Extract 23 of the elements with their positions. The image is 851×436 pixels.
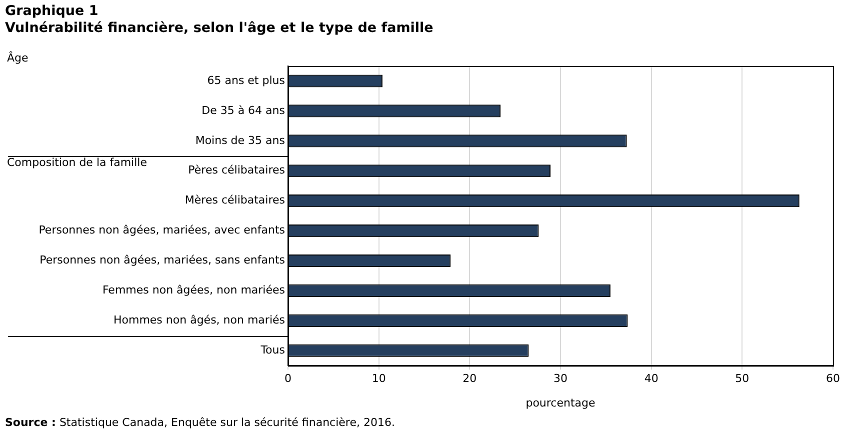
y-tick-label: De 35 à 64 ans <box>202 104 286 117</box>
x-tick-label: 40 <box>644 372 658 386</box>
x-axis-title: pourcentage <box>526 396 596 410</box>
y-tick-label: Pères célibataires <box>188 164 286 177</box>
x-tick-label: 0 <box>284 372 292 386</box>
text: Composition de la famille <box>7 156 148 170</box>
source-note: Source : Statistique Canada, Enquête sur la sécurité financière, 2016. <box>5 416 395 429</box>
x-tick-label: 20 <box>462 372 477 386</box>
y-tick-label: Personnes non âgées, mariées, sans enfants <box>40 254 286 267</box>
x-tick-label: 50 <box>735 372 750 386</box>
text: Âge <box>7 50 29 64</box>
chart-subtitle: Vulnérabilité financière, selon l'âge et le type de famille <box>5 20 434 37</box>
y-tick-label: 65 ans et plus <box>207 74 286 87</box>
text: Graphique 1 <box>5 3 100 20</box>
y-tick-label: Mères célibataires <box>184 194 286 207</box>
x-tick-label: 10 <box>372 372 386 386</box>
x-tick-label: 30 <box>554 372 568 386</box>
y-tick-label: Hommes non âgés, non mariés <box>113 314 286 327</box>
x-tick-label: 60 <box>826 372 840 386</box>
y-tick-label: Femmes non âgées, non mariées <box>102 284 286 297</box>
y-tick-label: Tous <box>260 343 286 356</box>
y-tick-label: Personnes non âgées, mariées, avec enfants <box>38 224 286 237</box>
y-tick-label: Moins de 35 ans <box>195 134 286 147</box>
